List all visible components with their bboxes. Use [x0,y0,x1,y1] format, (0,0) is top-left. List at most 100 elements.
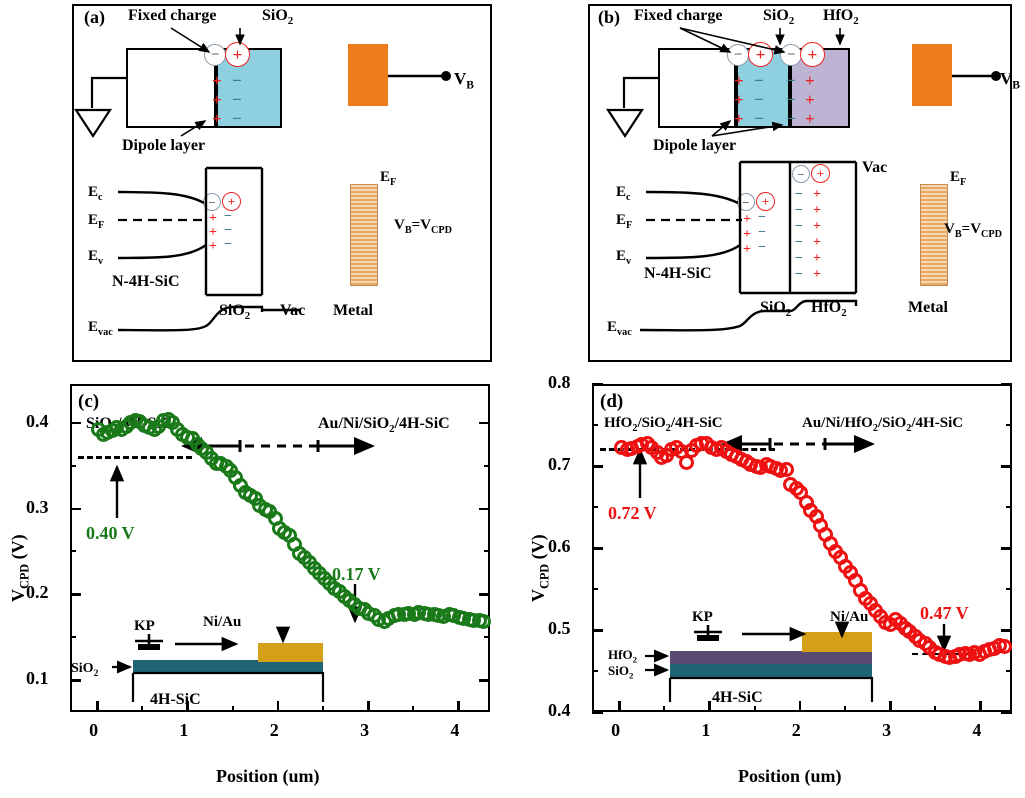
panel-b-ec-label: Ec [616,184,631,203]
panel-c-reference-line [78,456,192,459]
panel-b-band-negative-charge-icon-2: − [792,165,810,183]
y-tick-label: 0.3 [26,496,49,517]
panel-b-vb-cpd-label: VB=VCPD [944,221,1002,240]
panel-a-metal-fermi-block [350,184,378,286]
panel-c-annotation-0-label: 0.40 V [86,523,135,543]
panel-b-vac-label: Vac [862,159,888,176]
panel-b-band-positive-charge-icon-1: + [756,192,775,211]
panel-d-inset-hfo2-layer [670,651,872,664]
x-tick-label: 1 [701,720,711,740]
x-minor-tick [934,706,937,712]
y-minor-tick-right [484,550,490,553]
y-minor-tick [70,550,76,553]
y-minor-tick [592,588,598,590]
panel-b-dipole2-plus-3: + [805,109,815,128]
panel-b-dipole1-plus-3: + [734,109,744,128]
panel-d-region-left-label: HfO2/SiO2/4H-SiC [604,415,723,434]
x-tick-label: 4 [972,720,982,740]
data-point [778,461,794,477]
panel-d-inset-gold-layer [802,632,872,652]
panel-b-fixed-charge-label: Fixed charge [634,7,723,24]
x-tick [889,701,892,712]
x-tick-label: 2 [791,720,801,740]
panel-b-band-plus-3: + [743,242,751,257]
y-minor-tick-right [1006,506,1012,508]
panel-a-negative-charge-icon: − [204,44,226,66]
panel-c-tag: (c) [78,391,100,412]
panel-a-band-plus-3: + [209,239,217,254]
panel-b-ef-label: EF [616,212,633,231]
y-tick [592,711,603,714]
y-tick [70,679,81,682]
panel-b-band2-minus-4: − [795,235,803,250]
y-minor-tick [70,636,76,639]
panel-a-oxide-label: SiO2 [219,302,251,323]
x-minor-tick [141,706,144,712]
panel-d-inset-sio2-label: SiO2 [608,663,634,681]
panel-d-series-container: 0 1 2 3 4 0.4 0.5 0.6 0.7 0.8 [512,372,1025,798]
panel-b-band-negative-charge-icon-1: − [737,193,755,211]
panel-b-band-minus-3: − [758,240,766,255]
y-tick-right [479,679,490,682]
panel-b-band-minus-1: − [758,210,766,225]
panel-a-vb-label: VB [454,69,474,92]
panel-a-dipole-minus-2: − [232,90,242,109]
panel-d-annotation-1-label: 0.47 V [920,603,969,623]
panel-b-metal-ef-label: EF [950,169,967,188]
y-tick-right [1001,547,1012,550]
panel-a-fixed-charge-label: Fixed charge [128,7,217,24]
panel-b-dipole2-plus-1: + [805,71,815,90]
y-tick [592,465,603,468]
panel-a-dipole-minus-3: − [232,109,242,128]
panel-b-band2-minus-2: − [795,203,803,218]
panel-b-dipole1-minus-1: − [754,71,764,90]
x-minor-tick [321,706,324,712]
x-tick [979,701,982,712]
y-tick [70,507,81,510]
x-tick-label: 0 [611,720,621,740]
panel-b-evac-label: Evac [607,319,632,338]
x-minor-tick [663,706,666,712]
y-minor-tick-right [1006,424,1012,426]
panel-b-band2-minus-5: − [795,251,803,266]
panel-a-dipole-plus-2: + [212,90,222,109]
panel-c-axes [70,384,490,712]
x-tick [457,701,460,712]
panel-a-vac-label: Vac [280,302,306,319]
y-tick-label: 0.7 [548,454,571,474]
panel-a-ef-label: EF [88,212,105,231]
y-tick-right [479,421,490,425]
x-tick [367,701,370,712]
panel-c-inset-gold-layer [258,643,323,662]
panel-d-inset-hfo2-label: HfO2 [608,647,637,665]
x-minor-tick [843,706,846,712]
panel-d-inset-sio2-layer [670,664,872,678]
panel-c-inset-oxide-label: SiO2 [71,661,99,679]
x-minor-tick [231,706,234,712]
panel-b-sio2-label: SiO2 [763,7,795,28]
panel-a-vb-cpd-label: VB=VCPD [394,217,452,236]
panel-d-inset-kp-label: KP [692,609,713,625]
y-minor-tick [592,506,598,508]
y-minor-tick-right [484,464,490,467]
panel-a-band-minus-1: − [224,209,232,224]
y-tick-right [1001,465,1012,468]
panel-b-positive-charge-icon-2: + [800,42,825,67]
y-tick-label: 0.8 [548,372,571,392]
panel-a-metal-ef-label: EF [380,169,397,188]
panel-b-metal-block [912,44,952,106]
panel-a-positive-charge-icon: + [225,42,250,67]
x-tick [798,701,802,712]
panel-a-sio2-label: SiO2 [262,7,294,28]
panel-b-dipole2-minus-3: − [786,109,796,128]
y-tick-label: 0.2 [26,582,49,603]
panel-b-oxide2-label: HfO2 [811,299,847,320]
y-tick-label: 0.4 [26,410,49,431]
y-tick [70,421,81,425]
panel-b-dipole-label: Dipole layer [653,137,737,154]
panel-a-semiconductor-block [126,48,216,128]
panel-d-tag: (d) [600,391,624,412]
x-tick-label: 2 [269,720,279,740]
panel-b-semiconductor-block [658,48,736,128]
x-minor-tick [753,706,756,712]
